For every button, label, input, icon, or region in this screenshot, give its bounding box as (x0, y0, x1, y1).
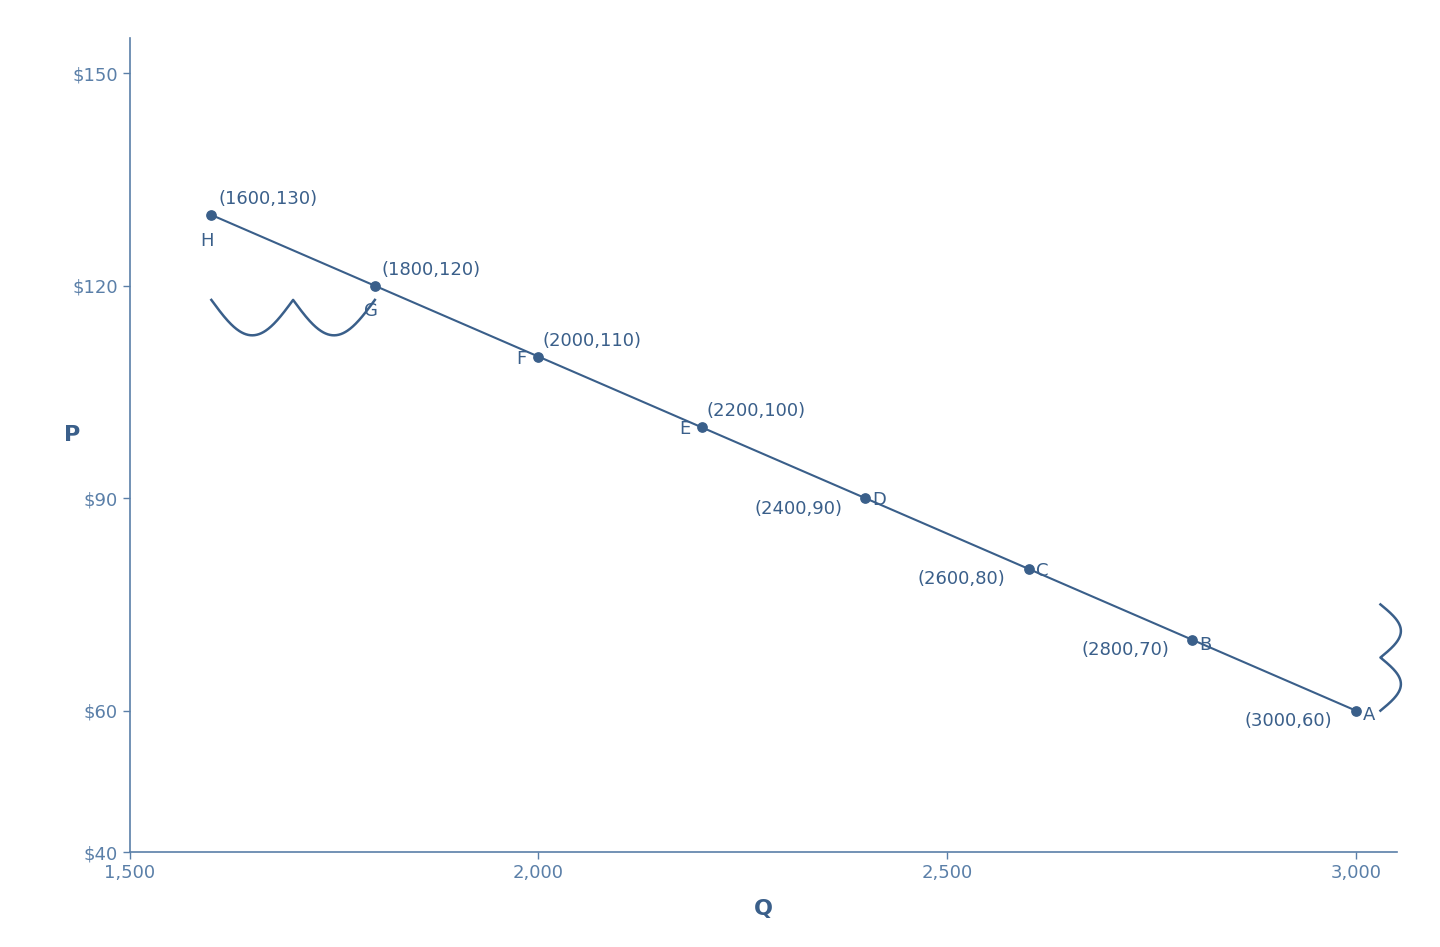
Text: (1800,120): (1800,120) (382, 260, 481, 278)
Text: (2400,90): (2400,90) (755, 500, 842, 518)
Point (1345, 703, 1368, 718)
Point (527, 349, 550, 365)
Point (363, 278, 386, 294)
Text: E: E (680, 420, 691, 438)
Point (854, 491, 877, 506)
Point (1181, 633, 1204, 648)
Text: (1600,130): (1600,130) (219, 190, 317, 208)
Text: F: F (516, 349, 527, 367)
Point (1018, 562, 1041, 577)
Text: A: A (1362, 706, 1375, 724)
Text: (2800,70): (2800,70) (1081, 641, 1169, 659)
Text: B: B (1200, 635, 1211, 653)
Y-axis label: P: P (65, 425, 81, 445)
Text: (3000,60): (3000,60) (1244, 712, 1332, 730)
X-axis label: Q: Q (753, 899, 773, 919)
Point (200, 207, 223, 223)
Text: (2600,80): (2600,80) (917, 570, 1005, 588)
Text: G: G (364, 302, 377, 320)
Text: D: D (873, 491, 886, 509)
Point (690, 420, 713, 435)
Text: (2000,110): (2000,110) (543, 331, 642, 349)
Text: H: H (200, 232, 213, 250)
Text: (2200,100): (2200,100) (706, 402, 805, 420)
Text: C: C (1035, 563, 1048, 581)
